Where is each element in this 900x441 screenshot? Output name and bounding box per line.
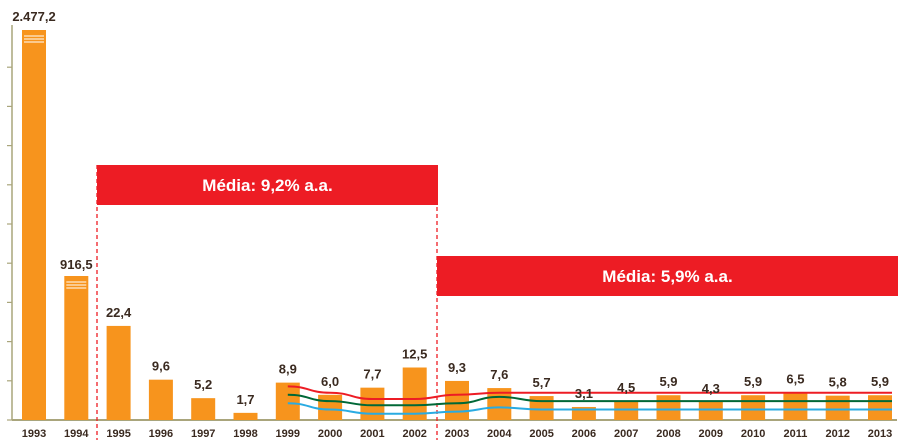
x-tick-label-2012: 2012 — [825, 428, 849, 440]
bar-2002 — [402, 367, 427, 420]
value-label-2004: 7,6 — [490, 367, 508, 382]
bar-2008 — [656, 395, 681, 420]
x-tick-label-1994: 1994 — [64, 428, 89, 440]
value-label-2005: 5,7 — [533, 375, 551, 390]
value-label-2008: 5,9 — [659, 374, 677, 389]
bar-2011 — [783, 392, 808, 420]
value-label-1993: 2.477,2 — [12, 9, 55, 24]
x-tick-label-1995: 1995 — [106, 428, 130, 440]
bar-2003 — [445, 380, 469, 420]
bar-1996 — [148, 379, 173, 420]
bar-1997 — [191, 398, 216, 420]
x-tick-label-2011: 2011 — [783, 428, 807, 440]
target-band-upper-line — [287, 385, 892, 400]
value-label-2010: 5,9 — [744, 374, 762, 389]
x-tick-label-2006: 2006 — [572, 428, 596, 440]
x-tick-label-2003: 2003 — [445, 428, 469, 440]
x-tick-label-2008: 2008 — [656, 428, 680, 440]
value-label-2011: 6,5 — [786, 372, 804, 387]
value-label-1996: 9,6 — [152, 359, 170, 374]
bar-1995 — [106, 325, 131, 420]
value-label-2001: 7,7 — [363, 367, 381, 382]
value-label-1999: 8,9 — [279, 362, 297, 377]
period-average-label-2: Média: 5,9% a.a. — [602, 267, 732, 286]
bar-2000 — [318, 394, 343, 420]
value-label-2013: 5,9 — [871, 374, 889, 389]
bar-2001 — [360, 387, 385, 420]
value-label-1994: 916,5 — [60, 257, 93, 272]
value-label-1998: 1,7 — [236, 392, 254, 407]
value-label-2009: 4,3 — [702, 381, 720, 396]
x-tick-label-2004: 2004 — [487, 428, 512, 440]
period-average-label-1: Média: 9,2% a.a. — [202, 176, 332, 195]
x-tick-label-1998: 1998 — [233, 428, 257, 440]
period-average-box-1 — [97, 165, 438, 205]
bar-1998 — [233, 412, 258, 420]
value-label-2003: 9,3 — [448, 360, 466, 375]
x-tick-label-2007: 2007 — [614, 428, 638, 440]
bar-2010 — [741, 395, 766, 420]
value-label-2000: 6,0 — [321, 374, 339, 389]
x-tick-label-2000: 2000 — [318, 428, 342, 440]
x-tick-label-1993: 1993 — [22, 428, 46, 440]
x-tick-label-1999: 1999 — [276, 428, 300, 440]
x-tick-label-2005: 2005 — [529, 428, 553, 440]
x-tick-label-2013: 2013 — [868, 428, 892, 440]
x-tick-label-2010: 2010 — [741, 428, 765, 440]
x-tick-label-2001: 2001 — [360, 428, 384, 440]
target-band-center-line — [287, 393, 892, 407]
bar-2005 — [529, 396, 554, 420]
value-label-2012: 5,8 — [829, 375, 847, 390]
bar-1993 — [22, 30, 46, 420]
bar-2013 — [868, 395, 892, 420]
bar-2012 — [825, 395, 850, 420]
bar-1994 — [64, 276, 89, 420]
value-label-2007: 4,5 — [617, 380, 635, 395]
bar-2007 — [614, 401, 639, 420]
value-label-2006: 3,1 — [575, 386, 593, 401]
x-tick-label-1996: 1996 — [149, 428, 173, 440]
value-label-1995: 22,4 — [106, 305, 132, 320]
x-tick-label-2009: 2009 — [699, 428, 723, 440]
value-label-2002: 12,5 — [402, 347, 427, 362]
period-average-box-2 — [437, 256, 898, 296]
x-tick-label-1997: 1997 — [191, 428, 215, 440]
value-label-1997: 5,2 — [194, 377, 212, 392]
target-band-lower-line — [287, 402, 892, 415]
x-tick-label-2002: 2002 — [402, 428, 426, 440]
bar-2009 — [698, 401, 723, 420]
bar-1999 — [275, 382, 300, 420]
